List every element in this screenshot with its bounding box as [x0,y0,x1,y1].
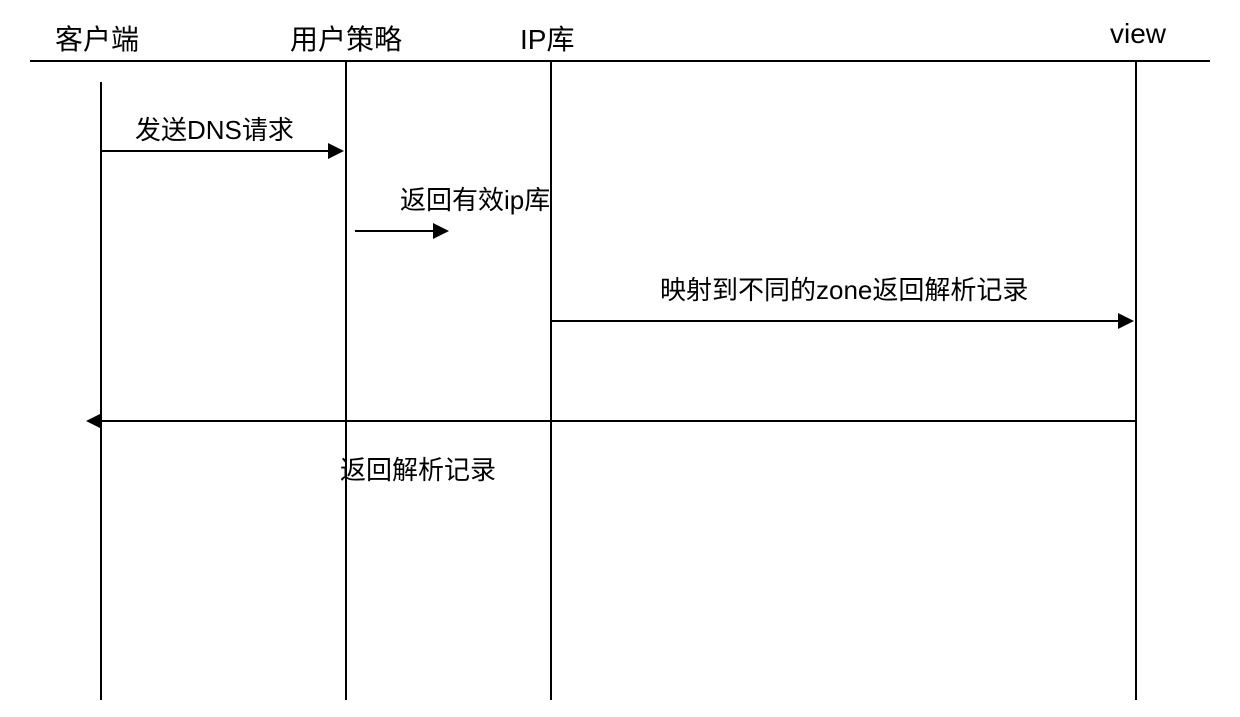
msg3-label: 映射到不同的zone返回解析记录 [660,270,1028,307]
sequence-diagram: 客户端 用户策略 IP库 view 发送DNS请求 返回有效ip库 映射到不同的… [0,0,1240,717]
lifeline-view [1135,62,1137,700]
lifeline-iplib [550,62,552,700]
msg3-arrow [552,320,1120,322]
msg4-label: 返回解析记录 [340,450,496,487]
msg2-arrowhead [433,223,449,239]
msg2-label: 返回有效ip库 [400,180,550,217]
participant-policy: 用户策略 [290,18,402,58]
participant-client: 客户端 [55,18,139,58]
participant-iplib: IP库 [520,18,574,58]
lifeline-policy [345,62,347,700]
msg2-arrow [355,230,435,232]
msg1-label: 发送DNS请求 [135,110,294,147]
participant-view: view [1110,18,1166,50]
msg4-arrow [100,420,1135,422]
msg4-arrowhead [86,413,102,429]
lifeline-client [100,82,102,700]
header-divider [30,60,1210,62]
msg3-arrowhead [1118,313,1134,329]
msg1-arrowhead [328,143,344,159]
msg1-arrow [102,150,330,152]
